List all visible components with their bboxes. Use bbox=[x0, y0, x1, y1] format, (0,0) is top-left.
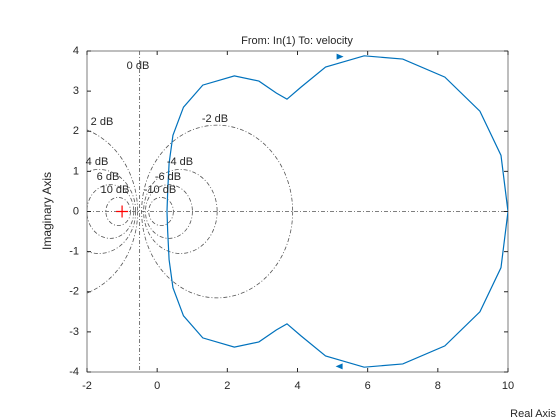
y-tick-label: -2 bbox=[69, 286, 79, 298]
m-circle bbox=[141, 124, 294, 299]
m-circle bbox=[87, 169, 137, 254]
x-tick-label: 10 bbox=[502, 380, 514, 392]
y-tick-label: -3 bbox=[69, 326, 79, 338]
m-circle-label: 10 dB bbox=[101, 184, 130, 196]
m-circle bbox=[87, 184, 135, 239]
m-circle bbox=[105, 197, 131, 226]
y-axis-label: Imaginary Axis bbox=[40, 172, 54, 250]
chart-title: From: In(1) To: velocity bbox=[241, 35, 353, 47]
y-tick-label: 3 bbox=[73, 85, 79, 97]
m-circle bbox=[145, 184, 193, 239]
nyquist-curve bbox=[166, 55, 508, 368]
x-tick-label: 8 bbox=[435, 380, 441, 392]
m-circle-label: 2 dB bbox=[91, 116, 114, 128]
x-axis-label: Real Axis bbox=[510, 408, 556, 420]
m-circle-label: -4 dB bbox=[167, 156, 193, 168]
m-circle-label: -10 dB bbox=[144, 184, 176, 196]
direction-arrow bbox=[335, 363, 343, 370]
critical-point bbox=[116, 205, 129, 218]
m-circle-label: 0 dB bbox=[127, 60, 150, 72]
y-tick-label: -4 bbox=[69, 366, 79, 378]
m-circle-label: 6 dB bbox=[97, 171, 120, 183]
y-tick-label: 4 bbox=[73, 45, 79, 57]
plot-area bbox=[87, 51, 508, 372]
m-circle bbox=[148, 197, 174, 226]
m-circle-label: -6 dB bbox=[155, 171, 181, 183]
x-tick-label: 0 bbox=[154, 380, 160, 392]
m-circle-label: -2 dB bbox=[202, 113, 228, 125]
y-tick-label: 2 bbox=[73, 125, 79, 137]
m-circle bbox=[87, 129, 138, 294]
x-tick-label: 4 bbox=[294, 380, 300, 392]
x-tick-label: 6 bbox=[365, 380, 371, 392]
y-tick-label: 0 bbox=[73, 205, 79, 217]
y-tick-label: -1 bbox=[69, 246, 79, 258]
m-circle-label: 4 dB bbox=[86, 156, 109, 168]
m-circle bbox=[143, 169, 218, 254]
y-tick-label: 1 bbox=[73, 165, 79, 177]
x-tick-label: 2 bbox=[224, 380, 230, 392]
x-tick-label: -2 bbox=[82, 380, 92, 392]
direction-arrow bbox=[336, 53, 344, 60]
